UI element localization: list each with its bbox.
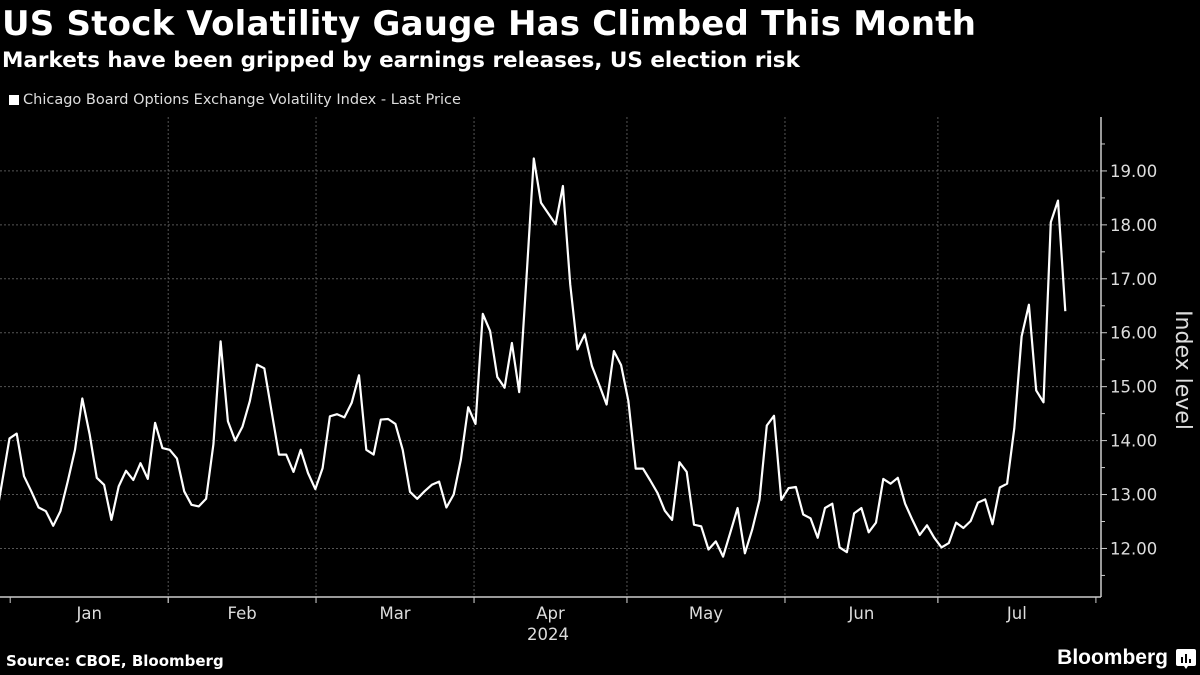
legend: Chicago Board Options Exchange Volatilit… [9, 92, 461, 108]
y-tick-label: 18.00 [1110, 216, 1157, 235]
y-tick-label: 15.00 [1110, 378, 1157, 397]
bloomberg-chart-icon [1176, 649, 1196, 669]
legend-label: Chicago Board Options Exchange Volatilit… [23, 92, 461, 108]
x-tick-label: Jul [1006, 604, 1027, 623]
source-note: Source: CBOE, Bloomberg [6, 652, 224, 670]
gridlines [0, 117, 1101, 597]
x-tick-label: Mar [379, 604, 410, 623]
y-tick-label: 13.00 [1110, 486, 1157, 505]
x-axis-year-label: 2024 [527, 625, 569, 644]
x-tick-label: Jun [848, 604, 875, 623]
x-tick-label: Apr [536, 604, 565, 623]
chart-title: US Stock Volatility Gauge Has Climbed Th… [2, 4, 977, 44]
x-tick-label: Feb [228, 604, 257, 623]
axes: 12.00 13.00 14.00 15.00 16.00 17.00 18.00 19.00… [0, 117, 1157, 623]
y-axis-title: Index level [1170, 310, 1195, 430]
legend-swatch [9, 95, 19, 105]
bloomberg-logo: Bloomberg [1057, 646, 1168, 669]
series-line [0, 157, 1067, 558]
y-tick-label: 16.00 [1110, 324, 1157, 343]
x-tick-label: May [689, 604, 723, 623]
y-tick-label: 19.00 [1110, 162, 1157, 181]
y-tick-label: 17.00 [1110, 270, 1157, 289]
y-tick-label: 12.00 [1110, 539, 1157, 558]
chart-subtitle: Markets have been gripped by earnings re… [2, 48, 800, 73]
x-tick-label: Jan [75, 604, 101, 623]
y-tick-label: 14.00 [1110, 432, 1157, 451]
